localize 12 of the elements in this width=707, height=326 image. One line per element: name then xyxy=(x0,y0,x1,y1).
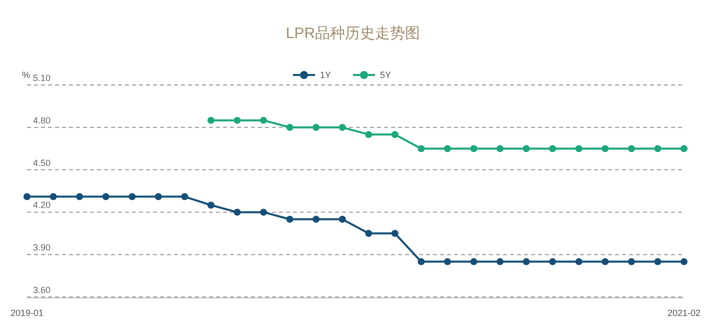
y-tick-label: 4.20 xyxy=(33,200,51,210)
y-axis-title: % xyxy=(22,70,30,80)
y-tick-label: 3.60 xyxy=(33,285,51,295)
x-tick-label: 2021-02 xyxy=(667,308,701,318)
y-tick-label: 4.50 xyxy=(33,158,51,168)
legend-label: 1Y xyxy=(320,70,332,80)
y-tick-label: 5.10 xyxy=(33,73,51,83)
legend-label: 5Y xyxy=(380,70,392,80)
y-tick-label: 3.90 xyxy=(33,242,51,253)
x-tick-label: 2019-01 xyxy=(10,308,44,318)
y-tick-label: 4.80 xyxy=(33,115,51,126)
chart-title: LPR品种历史走势图 xyxy=(286,25,420,42)
